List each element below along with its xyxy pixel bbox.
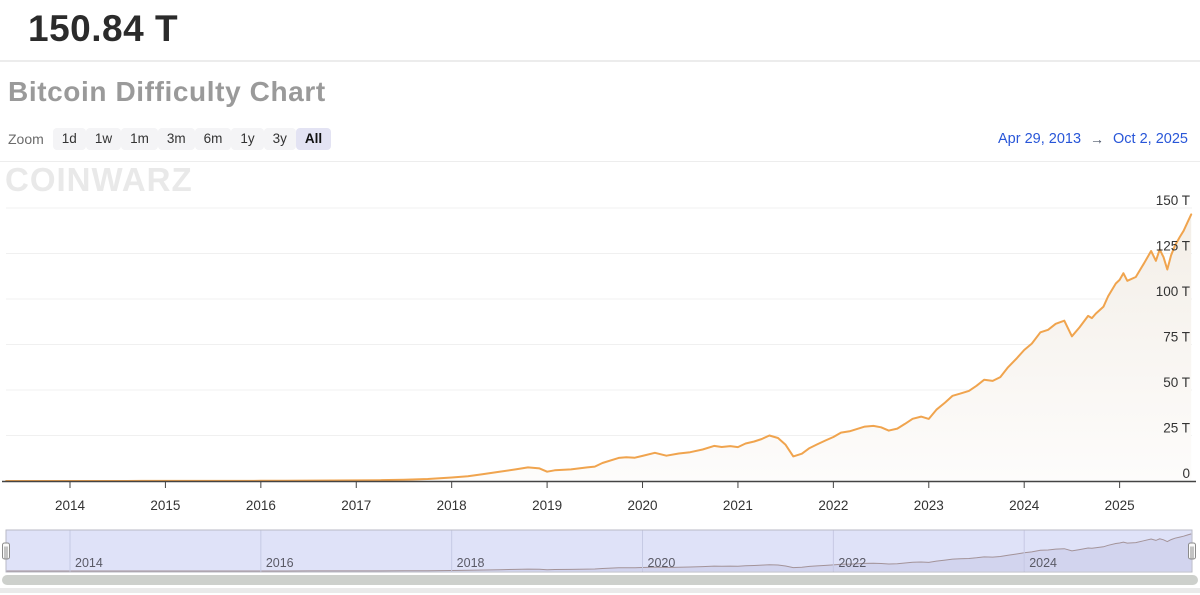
zoom-button-3y[interactable]: 3y — [263, 128, 296, 150]
y-axis-label: 125 T — [1156, 239, 1190, 254]
zoom-button-3m[interactable]: 3m — [157, 128, 195, 150]
difficulty-chart[interactable]: 0 25 T 50 T 75 T 100 T 125 T 150 T 2014 2015 2016… — [0, 160, 1200, 595]
y-axis-label: 150 T — [1156, 193, 1190, 208]
range-arrow-icon: → — [1090, 131, 1105, 147]
x-axis-label: 2015 — [150, 498, 180, 513]
zoom-label: Zoom — [8, 131, 44, 147]
x-axis-label: 2016 — [246, 498, 276, 513]
page-bottom-strip — [0, 588, 1200, 593]
zoom-button-1y[interactable]: 1y — [231, 128, 264, 150]
page-title: Bitcoin Difficulty Chart — [8, 76, 326, 107]
zoom-button-6m[interactable]: 6m — [194, 128, 232, 150]
x-axis-label: 2019 — [532, 498, 562, 513]
navigator-area-fill — [6, 533, 1192, 571]
navigator-right-handle[interactable] — [1188, 542, 1196, 560]
zoom-button-group: 1d 1w 1m 3m 6m 1y 3y All — [52, 128, 332, 150]
x-axis-label: 2022 — [818, 498, 848, 513]
range-end-date[interactable]: Oct 2, 2025 — [1113, 131, 1188, 147]
navigator-year-label: 2018 — [457, 556, 485, 570]
x-axis-label: 2020 — [627, 498, 657, 513]
date-range: Apr 29, 2013 → Oct 2, 2025 — [998, 131, 1188, 147]
navigator-year-label: 2020 — [648, 556, 676, 570]
range-start-date[interactable]: Apr 29, 2013 — [997, 131, 1082, 147]
navigator-year-label: 2014 — [75, 556, 103, 570]
x-axis-label: 2017 — [341, 498, 371, 513]
x-axis-label: 2018 — [437, 498, 467, 513]
navigator-left-handle[interactable] — [2, 542, 10, 560]
x-axis-label: 2021 — [723, 498, 753, 513]
y-axis-label: 50 T — [1163, 375, 1190, 390]
x-axis-label: 2024 — [1009, 498, 1040, 513]
x-axis-label: 2014 — [55, 498, 86, 513]
header-divider — [0, 60, 1200, 62]
zoom-button-1w[interactable]: 1w — [85, 128, 122, 150]
y-axis-label: 25 T — [1163, 421, 1190, 436]
difficulty-area-fill — [6, 214, 1192, 481]
navigator-year-label: 2024 — [1029, 556, 1057, 570]
zoom-toolbar: Zoom 1d 1w 1m 3m 6m 1y 3y All — [8, 127, 332, 151]
y-axis-label: 0 — [1182, 466, 1190, 481]
zoom-button-1m[interactable]: 1m — [121, 128, 158, 150]
coinwarz-watermark-logo: CoinWarz — [5, 161, 193, 198]
difficulty-line-series — [5, 213, 1193, 482]
x-axis-label: 2023 — [914, 498, 944, 513]
x-axis-label: 2025 — [1105, 498, 1135, 513]
zoom-button-all[interactable]: All — [295, 128, 332, 150]
navigator-year-label: 2022 — [838, 556, 866, 570]
y-axis-label: 75 T — [1163, 330, 1190, 345]
chart-scrollbar[interactable] — [2, 575, 1198, 585]
zoom-button-1d[interactable]: 1d — [52, 128, 86, 150]
y-axis-label: 100 T — [1156, 284, 1190, 299]
navigator-line-series — [6, 533, 1192, 572]
navigator-year-label: 2016 — [266, 556, 294, 570]
current-difficulty-value: 150.84 T — [28, 8, 179, 49]
